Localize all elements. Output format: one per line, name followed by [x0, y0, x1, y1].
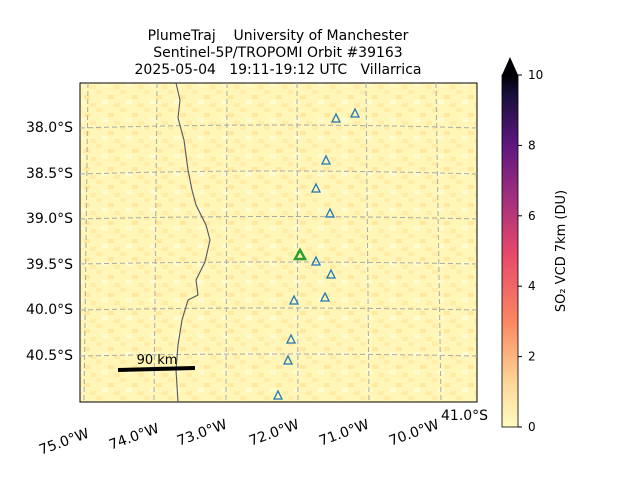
lon-label: 73.0°W	[175, 417, 229, 450]
lon-label: 74.0°W	[107, 421, 161, 454]
map-frame	[79, 82, 478, 403]
lat-label: 40.5°S	[26, 348, 73, 364]
volcano-markers	[272, 107, 361, 400]
colorbar	[501, 74, 519, 428]
lon-label: 71.0°W	[317, 417, 371, 450]
lat-label: 39.5°S	[26, 257, 73, 273]
title-line: PlumeTraj University of Manchester	[148, 28, 409, 44]
lon-label: 70.0°W	[387, 417, 441, 450]
target-volcano	[292, 247, 308, 261]
scale-bar-label: 90 km	[137, 353, 178, 368]
title-line: 2025-05-04 19:11-19:12 UTC Villarrica	[135, 62, 422, 78]
colorbar-tick-label: 0	[528, 420, 536, 434]
scale-bar	[117, 366, 196, 372]
lon-label: 72.0°W	[247, 417, 301, 450]
title-line: Sentinel-5P/TROPOMI Orbit #39163	[153, 45, 402, 61]
graticule	[79, 82, 478, 403]
lat-label: 41.0°S	[441, 408, 488, 424]
colorbar-tick-label: 2	[528, 350, 536, 364]
colorbar-tick-label: 10	[528, 68, 543, 82]
lat-label: 39.0°S	[26, 211, 73, 227]
colorbar-label: SO₂ VCD 7km (DU)	[554, 190, 569, 312]
lat-label: 40.0°S	[26, 302, 73, 318]
coastline	[175, 82, 211, 403]
lon-label: 75.0°W	[37, 426, 91, 459]
colorbar-tick-label: 4	[528, 279, 536, 293]
lat-label: 38.0°S	[26, 120, 73, 136]
colorbar-tick-label: 6	[528, 209, 536, 223]
colorbar-extend	[502, 57, 518, 75]
colorbar-tick-label: 8	[528, 138, 536, 152]
lat-label: 38.5°S	[26, 166, 73, 182]
